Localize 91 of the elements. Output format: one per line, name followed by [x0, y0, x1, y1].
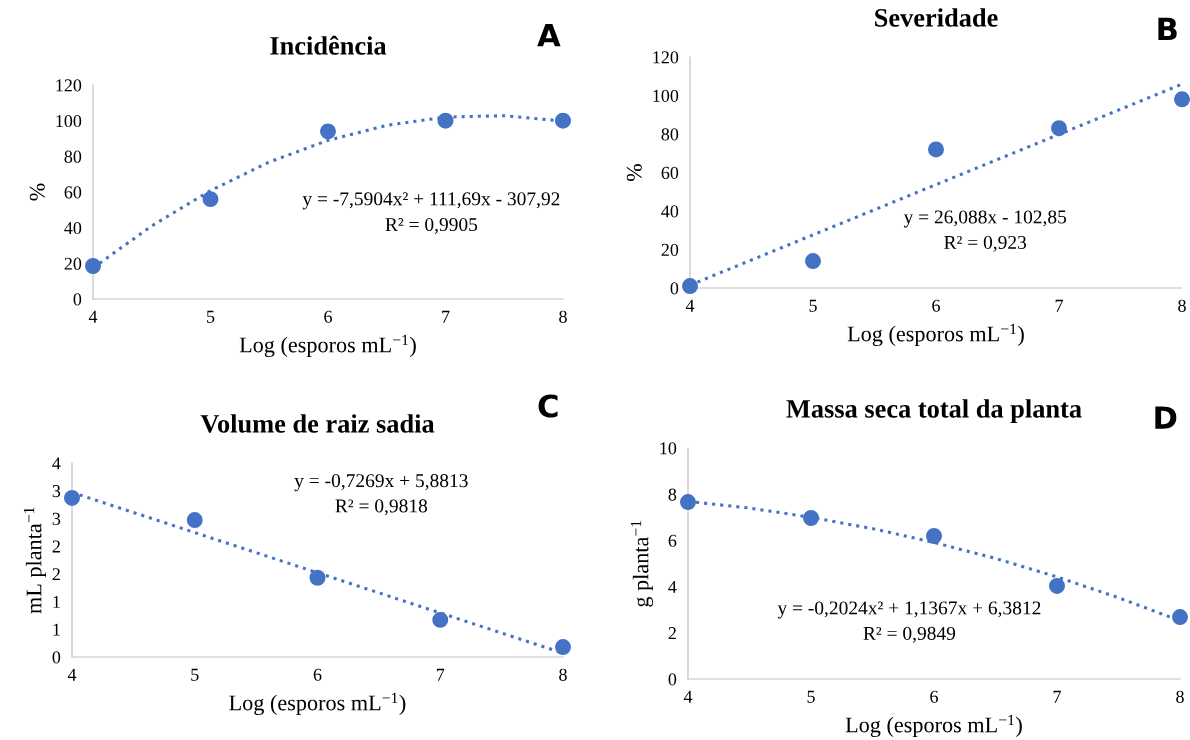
point	[1174, 91, 1190, 108]
annotation: R² = 0,9849	[863, 626, 956, 643]
x-tick-label: 7	[1055, 299, 1063, 312]
x-axis-title: Log (esporos mL$^{−1}$)	[845, 714, 1022, 738]
annotation: y = -0,7269x + 5,8813	[294, 474, 468, 492]
y-tick-label: 40	[661, 205, 679, 218]
y-tick-label: 60	[64, 186, 82, 199]
text: A	[537, 24, 561, 47]
y-tick-label: 100	[56, 114, 82, 128]
y-tick-label: 80	[661, 128, 679, 141]
point	[202, 191, 219, 208]
x-axis-title: Log (esporos mL$^{−1}$)	[847, 323, 1024, 347]
point	[437, 112, 454, 129]
x-axis-title: Log (esporos mL$^{−1}$)	[229, 692, 406, 716]
x-tick-label: 4	[685, 299, 695, 312]
y-tick-label: 1	[53, 595, 60, 608]
point	[680, 494, 696, 511]
x-tick-label: 7	[442, 310, 450, 323]
x-tick-label: 7	[436, 668, 445, 681]
x-tick-label: 5	[207, 310, 215, 323]
y-tick-label: 3	[52, 485, 61, 498]
y-tick-label: 10	[660, 442, 677, 455]
x-tick-label: 4	[683, 690, 693, 703]
annotation: y = 26,088x - 102,85	[903, 210, 1067, 228]
x-tick-label: 6	[313, 668, 322, 681]
point	[64, 489, 80, 506]
annotation: R² = 0,9818	[335, 499, 428, 516]
point	[928, 141, 944, 158]
point	[186, 512, 203, 529]
y-axis-title: mL planta$^{−1}$	[23, 507, 46, 614]
y-tick-label: 3	[52, 512, 61, 525]
y-tick-label: 120	[56, 79, 82, 92]
y-tick-label: 0	[52, 651, 61, 664]
point	[803, 510, 819, 526]
y-tick-label: 0	[668, 673, 677, 686]
x-axis-title: Log (esporos mL$^{−1}$)	[239, 334, 416, 358]
y-axis-title: %	[29, 183, 45, 201]
y-tick-label: 20	[64, 257, 82, 270]
x-tick-label: 8	[559, 310, 567, 323]
point	[320, 123, 336, 140]
x-tick-label: 4	[88, 310, 98, 323]
point	[926, 528, 942, 544]
point	[1049, 577, 1065, 594]
y-tick-label: 80	[64, 150, 82, 163]
y-tick-label: 40	[64, 221, 82, 235]
y-tick-label: 6	[668, 534, 677, 547]
annotation: y = -0,2024x² + 1,1367x + 6,3812	[777, 601, 1041, 619]
point	[432, 611, 449, 628]
y-axis-title: g planta$^{−1}$	[630, 520, 654, 607]
point	[805, 253, 821, 270]
chart-title: Incidência	[270, 35, 387, 55]
y-tick-label: 2	[668, 627, 676, 640]
y-tick-label: 8	[668, 488, 677, 501]
y-tick-label: 2	[52, 568, 60, 581]
text: B	[1158, 17, 1177, 41]
point	[1172, 609, 1188, 626]
x-tick-label: 5	[807, 690, 815, 703]
y-tick-label: 0	[73, 293, 82, 306]
x-tick-label: 7	[1053, 690, 1061, 703]
y-tick-label: 20	[661, 243, 679, 256]
y-tick-label: 2	[52, 540, 60, 553]
x-tick-label: 6	[324, 310, 332, 323]
point	[555, 639, 571, 656]
x-tick-label: 8	[1178, 299, 1186, 312]
y-axis-title: %	[626, 164, 642, 181]
point	[85, 258, 101, 274]
point	[309, 569, 326, 586]
x-tick-label: 6	[930, 690, 938, 703]
x-tick-label: 8	[1176, 690, 1184, 703]
chart-title: Volume de raiz sadia	[200, 414, 435, 433]
y-tick-label: 60	[661, 166, 679, 179]
x-tick-label: 5	[809, 299, 817, 312]
y-tick-label: 4	[668, 580, 677, 593]
chart-title: Massa seca total da planta	[786, 399, 1082, 424]
chart-title: Severidade	[875, 8, 998, 27]
x-tick-label: 5	[191, 668, 199, 681]
y-tick-label: 4	[52, 457, 61, 470]
point	[1051, 120, 1067, 137]
y-tick-label: 0	[670, 282, 679, 295]
text: D	[1155, 406, 1177, 429]
x-tick-label: 8	[559, 668, 567, 681]
annotation: R² = 0,9905	[385, 217, 478, 234]
y-tick-label: 100	[653, 89, 679, 102]
point	[555, 112, 571, 129]
point	[682, 278, 698, 295]
y-tick-label: 1	[53, 623, 60, 636]
annotation: R² = 0,923	[944, 235, 1027, 252]
x-tick-label: 6	[932, 299, 940, 312]
annotation: y = -7,5904x² + 111,69x - 307,92	[302, 192, 560, 210]
text: C	[538, 394, 558, 418]
y-tick-label: 120	[653, 51, 679, 64]
